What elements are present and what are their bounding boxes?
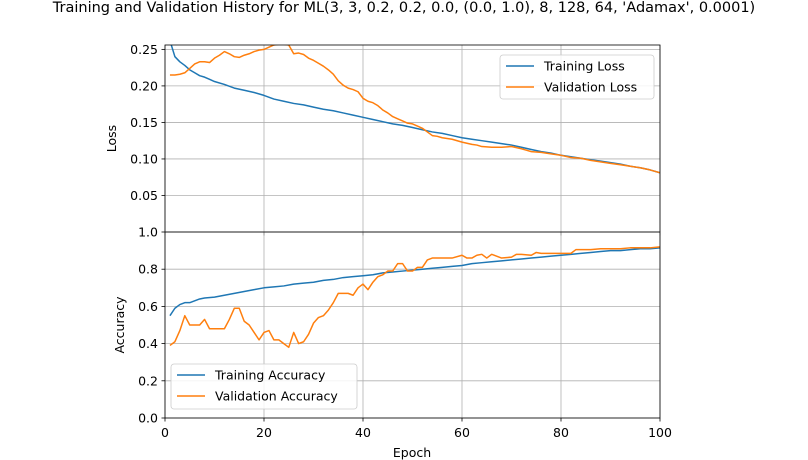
y-tick-label: 0.25 xyxy=(130,42,158,57)
x-tick-label: 20 xyxy=(256,425,272,440)
x-axis-label: Epoch xyxy=(393,445,431,460)
series-line-0 xyxy=(169,247,660,317)
loss-panel: 0.05 0.10 0.15 0.20 0.25 Loss Training Loss Val… xyxy=(104,42,661,236)
y-axis-label: Loss xyxy=(104,125,119,152)
x-tick-label: 80 xyxy=(553,425,569,440)
x-tick-label: 0 xyxy=(161,425,169,440)
legend-label: Validation Loss xyxy=(544,80,637,95)
y-axis-label: Accuracy xyxy=(112,296,127,354)
y-tick-label: 0.05 xyxy=(130,188,158,203)
y-tick-label: 1.0 xyxy=(138,225,158,240)
y-tick-label: 0.15 xyxy=(130,115,158,130)
series-line-1 xyxy=(169,45,660,174)
legend-label: Validation Accuracy xyxy=(215,389,338,404)
axes-frame xyxy=(164,231,661,419)
series-line-1 xyxy=(169,246,660,349)
y-tick-label: 0.0 xyxy=(138,411,158,426)
legend-label: Training Accuracy xyxy=(214,368,326,383)
accuracy-panel: 0.0 0.2 0.4 0.6 0.8 1.0 0 20 40 60 80 100 Accuracy Tr… xyxy=(112,225,672,441)
y-tick-label: 0.4 xyxy=(138,336,158,351)
y-tick-label: 0.10 xyxy=(130,151,158,166)
legend-box xyxy=(170,363,358,410)
y-tick-label: 0.8 xyxy=(138,262,158,277)
x-tick-label: 60 xyxy=(454,425,470,440)
x-tick-label: 40 xyxy=(355,425,371,440)
figure-title: Training and Validation History for ML(3… xyxy=(52,0,755,16)
y-tick-label: 0.2 xyxy=(138,373,158,388)
legend-box xyxy=(499,54,655,100)
legend-label: Training Loss xyxy=(543,59,625,74)
y-tick-label: 0.20 xyxy=(130,78,158,93)
x-tick-label: 100 xyxy=(648,425,672,440)
y-tick-label: 0.6 xyxy=(138,299,158,314)
